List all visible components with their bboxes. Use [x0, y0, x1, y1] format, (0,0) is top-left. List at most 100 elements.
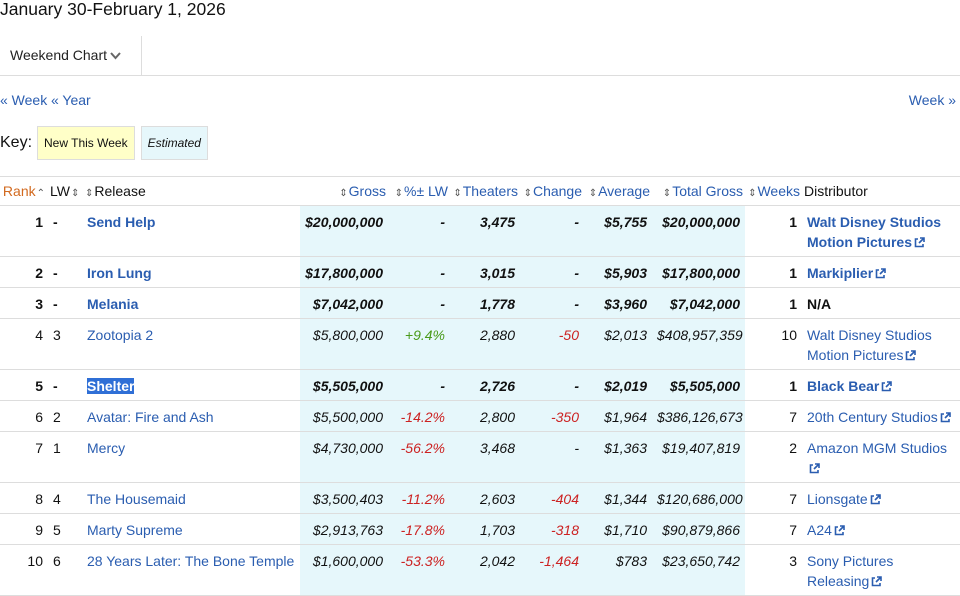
cell-text: - [53, 265, 58, 281]
column-header[interactable]: ⇕Total Gross [652, 176, 745, 206]
release-link[interactable]: Mercy [87, 440, 126, 456]
distributor[interactable]: Walt Disney Studios Motion Pictures [807, 327, 932, 363]
table-cell: - [388, 205, 450, 257]
toolbar: Weekend Chart [0, 36, 960, 76]
sort-icon: ⇕ [453, 188, 462, 199]
cell-text: 5 [35, 378, 43, 394]
column-header[interactable]: ⇕Theaters [450, 176, 520, 206]
table-cell: $1,600,000 [300, 544, 388, 596]
table-cell: N/A [802, 287, 960, 319]
distributor[interactable]: Markiplier [807, 265, 886, 281]
distributor[interactable]: Black Bear [807, 378, 893, 394]
table-cell: 2 [48, 400, 82, 432]
distributor[interactable]: Lionsgate [807, 491, 881, 507]
table-cell: - [388, 369, 450, 401]
table-cell: Send Help [82, 205, 300, 257]
table-cell: Markiplier [802, 256, 960, 288]
column-header[interactable]: Distributor [802, 176, 960, 206]
table-cell: 1,703 [450, 513, 520, 545]
table-cell: 10 [745, 318, 802, 370]
cell-text: - [574, 296, 579, 312]
next-week-link[interactable]: Week » [908, 92, 956, 108]
column-header[interactable]: ⇕%± LW [388, 176, 450, 206]
table-cell: $5,505,000 [652, 369, 745, 401]
table-cell: $23,650,742 [652, 544, 745, 596]
cell-text: $3,500,403 [312, 491, 383, 507]
cell-text: 4 [35, 327, 43, 343]
column-label: Total Gross [672, 183, 743, 199]
release-link[interactable]: 28 Years Later: The Bone Temple [87, 553, 295, 569]
sort-icon: ⌃ [36, 188, 45, 199]
cell-text: 3,015 [479, 265, 515, 281]
cell-text: -404 [550, 491, 579, 507]
cell-text: 5 [53, 522, 61, 538]
cell-text: - [574, 214, 579, 230]
chart-dropdown[interactable]: Weekend Chart [0, 36, 142, 75]
cell-text: - [440, 214, 445, 230]
cell-text: - [574, 265, 579, 281]
release-link[interactable]: Melania [87, 296, 139, 312]
column-label: Weeks [757, 183, 800, 199]
release-link[interactable]: Zootopia 2 [87, 327, 154, 343]
column-header[interactable]: ⇕Average [584, 176, 652, 206]
table-cell: - [48, 369, 82, 401]
column-header[interactable]: Rank⌃ [0, 176, 48, 206]
table-cell: 3,475 [450, 205, 520, 257]
column-header[interactable]: ⇕Gross [300, 176, 388, 206]
external-link-icon [906, 350, 917, 361]
release-link[interactable]: Avatar: Fire and Ash [87, 409, 214, 425]
release-link[interactable]: Shelter [87, 378, 135, 394]
cell-text: $90,879,866 [662, 522, 740, 538]
release-link[interactable]: The Housemaid [87, 491, 186, 507]
table-cell: 1 [0, 205, 48, 257]
table-row: 7 1 Mercy $4,730,000 -56.2% 3,468 - $1,363 $19,4… [0, 431, 960, 483]
distributor[interactable]: Sony Pictures Releasing [807, 553, 894, 589]
dropdown-caret [110, 52, 121, 60]
table-cell: 5 [0, 369, 48, 401]
distributor[interactable]: Walt Disney Studios Motion Pictures [807, 214, 942, 250]
cell-text: 2,042 [479, 553, 515, 569]
cell-text: $20,000,000 [662, 214, 740, 230]
distributor[interactable]: 20th Century Studios [807, 409, 951, 425]
column-header[interactable]: ⇕Weeks [745, 176, 802, 206]
table-row: 4 3 Zootopia 2 $5,800,000 +9.4% 2,880 -50 $2,01… [0, 318, 960, 370]
table-cell: $3,500,403 [300, 482, 388, 514]
cell-text: -11.2% [401, 491, 445, 507]
release-link[interactable]: Iron Lung [87, 265, 152, 281]
prev-week-link[interactable]: « Week [0, 92, 48, 108]
cell-text: 7 [789, 522, 797, 538]
table-cell: - [388, 256, 450, 288]
table-cell: $783 [584, 544, 652, 596]
release-link[interactable]: Send Help [87, 214, 156, 230]
table-cell: Shelter [82, 369, 300, 401]
cell-text: - [53, 214, 58, 230]
distributor[interactable]: Amazon MGM Studios [807, 440, 947, 476]
cell-text: $5,800,000 [312, 327, 383, 343]
cell-text: -56.2% [400, 440, 445, 456]
column-header[interactable]: LW⇕ [48, 176, 82, 206]
table-cell: $90,879,866 [652, 513, 745, 545]
prev-year-link[interactable]: « Year [51, 92, 91, 108]
table-cell: Amazon MGM Studios [802, 431, 960, 483]
key-label: Key: [0, 134, 33, 151]
cell-text: 3 [35, 296, 43, 312]
table-cell: 4 [0, 318, 48, 370]
cell-text: - [440, 265, 445, 281]
table-cell: -11.2% [388, 482, 450, 514]
cell-text: 10 [781, 327, 797, 343]
cell-text: $5,505,000 [312, 378, 383, 394]
distributor[interactable]: A24 [807, 522, 845, 538]
cell-text: - [440, 378, 445, 394]
table-body: 1- Send Help $20,000,000-3,475- $5,755 $20,0… [0, 205, 960, 596]
table-cell: - [520, 369, 584, 401]
table-cell: 2,800 [450, 400, 520, 432]
release-link[interactable]: Marty Supreme [87, 522, 183, 538]
table-cell: 3,468 [450, 431, 520, 483]
column-header[interactable]: ⇕Release [82, 176, 300, 206]
table-cell: $7,042,000 [652, 287, 745, 319]
column-header[interactable]: ⇕Change [520, 176, 584, 206]
table-cell: -56.2% [388, 431, 450, 483]
cell-text: $5,755 [604, 214, 647, 230]
table-cell: 3 [0, 287, 48, 319]
table-cell: Zootopia 2 [82, 318, 300, 370]
